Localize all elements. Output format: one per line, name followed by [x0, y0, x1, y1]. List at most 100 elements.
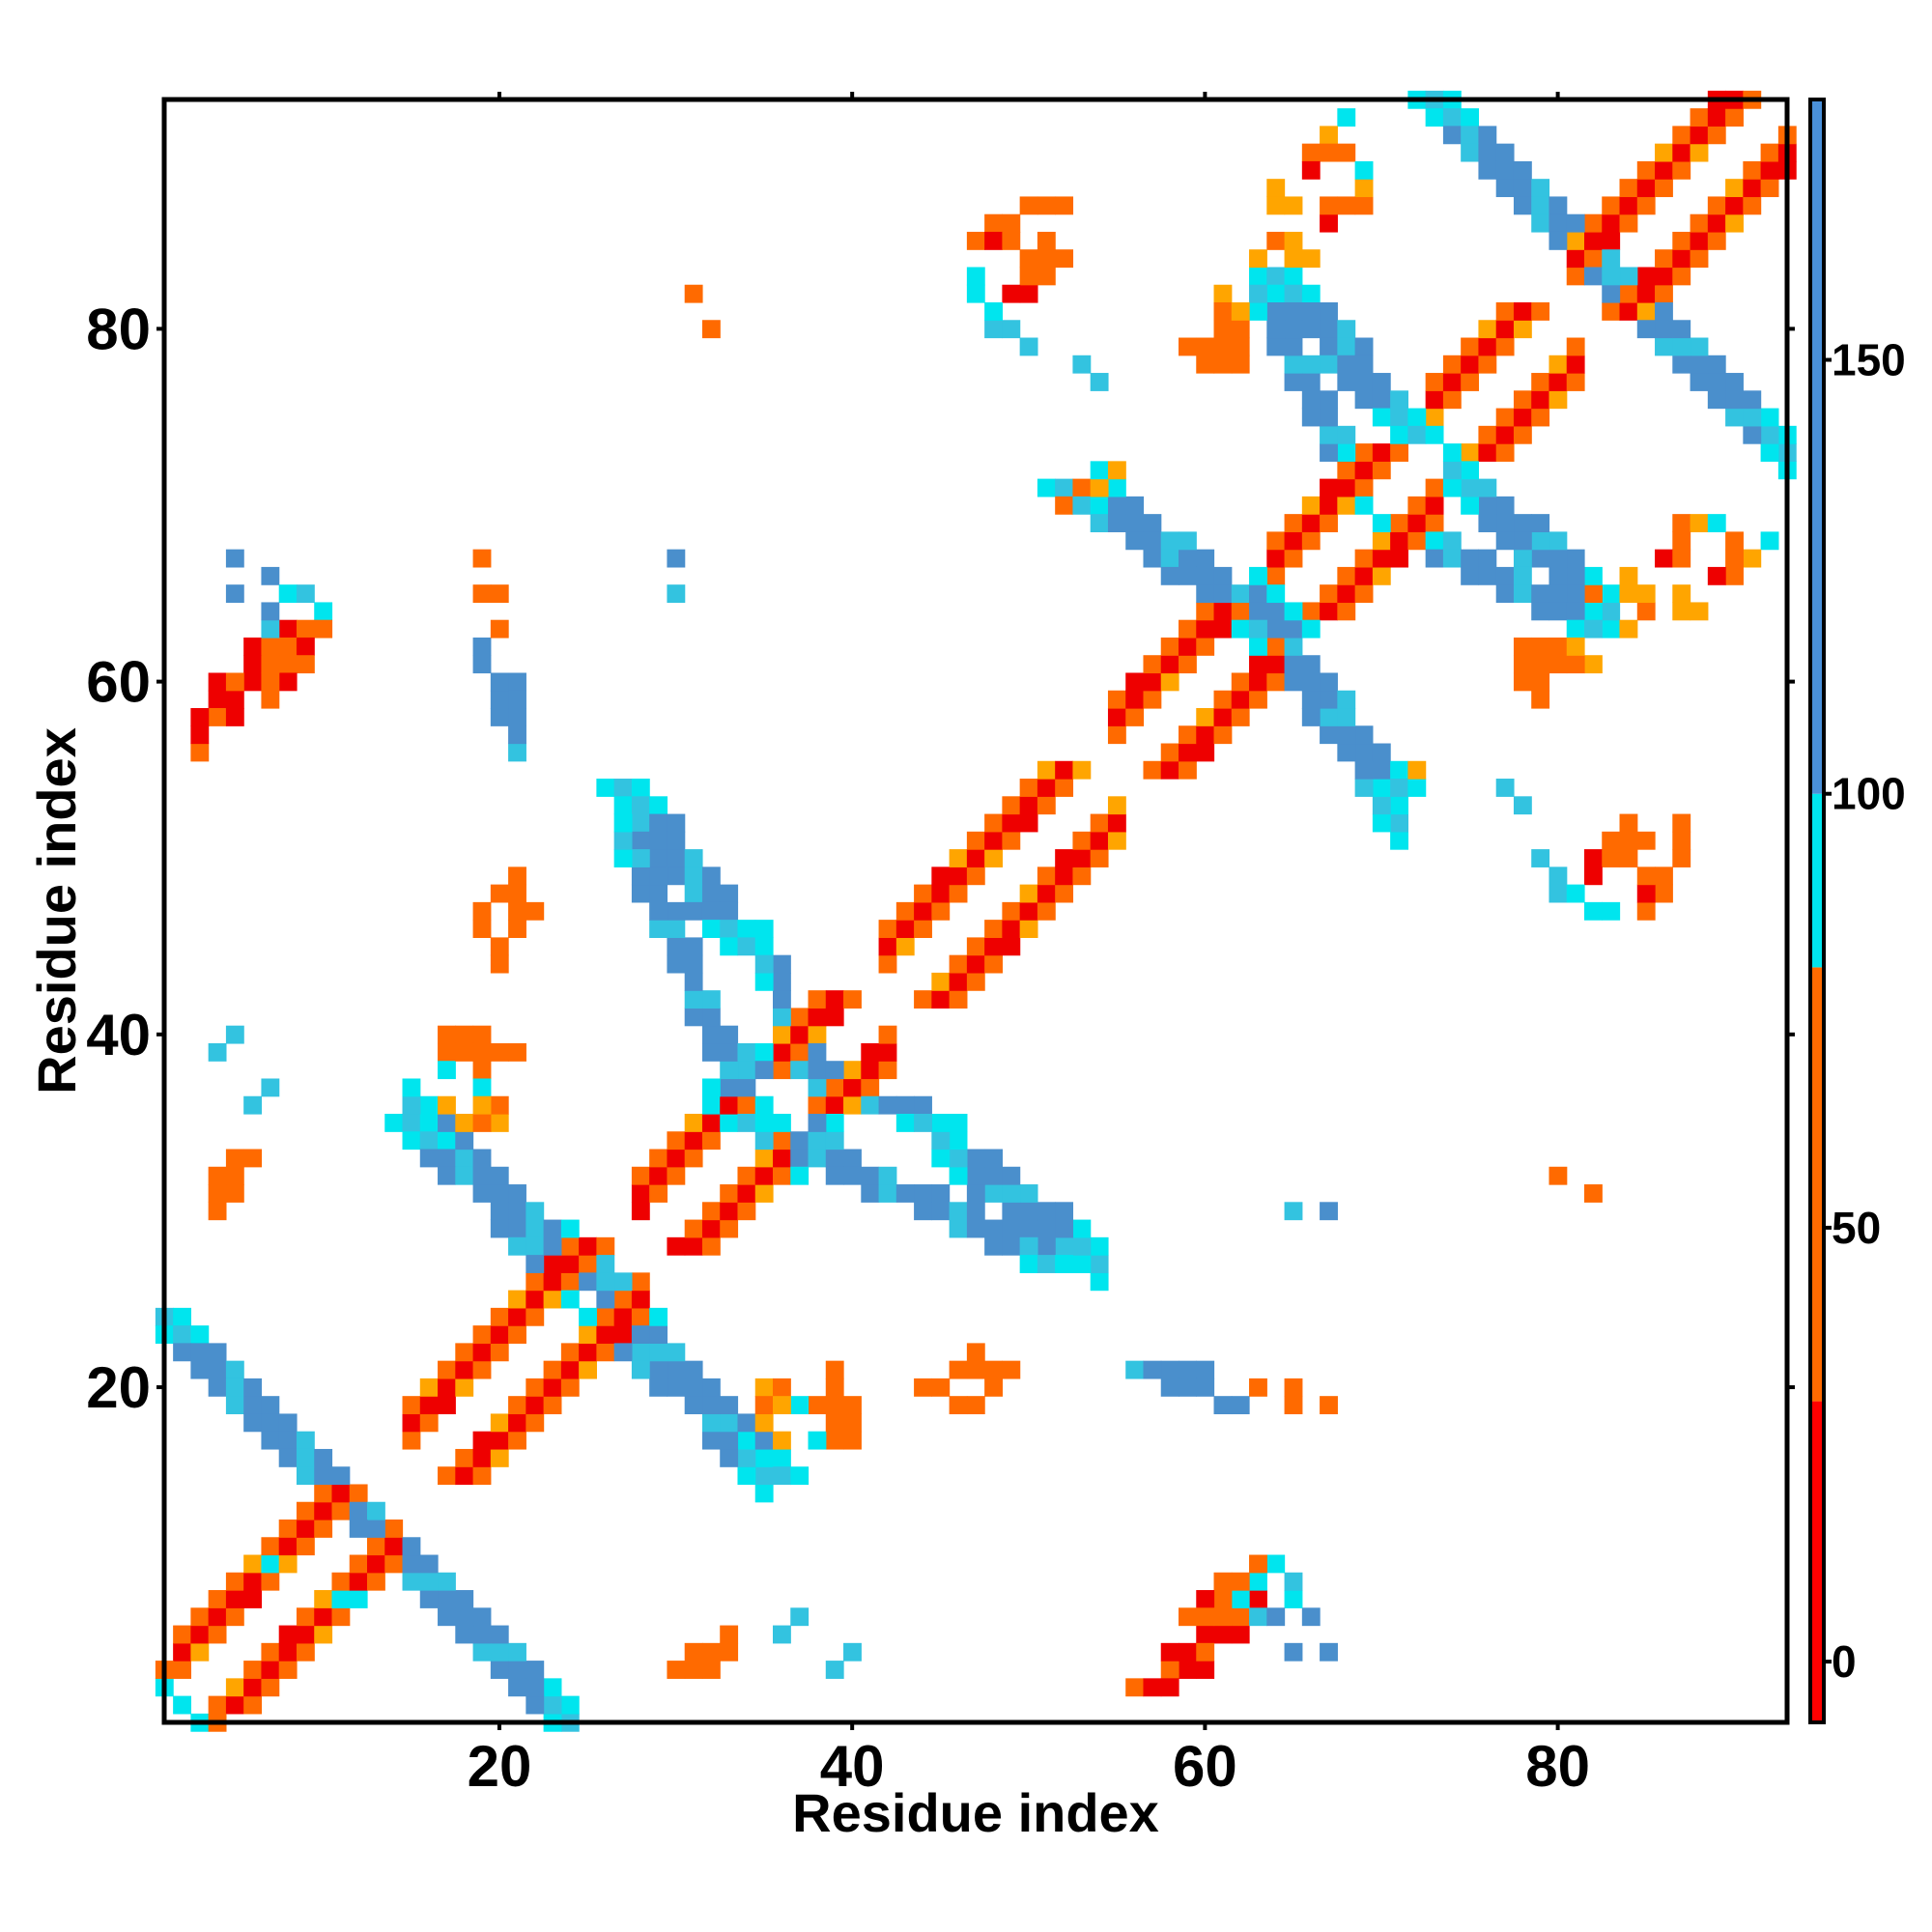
heatmap-cell: [278, 1520, 298, 1538]
x-tick-label: 80: [1525, 1734, 1590, 1799]
heatmap-cell: [720, 901, 739, 921]
colorbar-band: [1810, 1401, 1824, 1722]
heatmap-cell: [1107, 725, 1126, 745]
heatmap-cell: [225, 1695, 244, 1715]
heatmap-cell: [1249, 1607, 1267, 1627]
heatmap-cell: [984, 920, 1003, 938]
heatmap-cell: [225, 690, 244, 709]
heatmap-cell: [1266, 320, 1286, 339]
heatmap-cell: [701, 1114, 721, 1132]
heatmap-cell: [684, 937, 703, 956]
heatmap-cell: [1055, 849, 1074, 867]
heatmap-cell: [720, 1448, 739, 1467]
heatmap-cell: [1548, 637, 1568, 656]
heatmap-cell: [1266, 672, 1286, 692]
heatmap-cell: [419, 1590, 439, 1608]
heatmap-cell: [1213, 302, 1233, 321]
heatmap-cell: [1196, 1642, 1215, 1662]
heatmap-cell: [1690, 143, 1709, 162]
heatmap-cell: [1513, 425, 1532, 444]
heatmap-cell: [1372, 514, 1391, 532]
heatmap-cell: [931, 1184, 951, 1203]
heatmap-cell: [684, 1642, 703, 1662]
heatmap-cell: [579, 1236, 597, 1256]
heatmap-cell: [261, 1554, 280, 1574]
heatmap-cell: [1179, 1642, 1197, 1662]
y-tick-label: 80: [86, 297, 151, 361]
heatmap-cell: [1372, 373, 1391, 391]
heatmap-cell: [1425, 549, 1444, 568]
heatmap-cell: [878, 1025, 897, 1044]
heatmap-cell: [1584, 231, 1603, 250]
heatmap-cell: [790, 1607, 810, 1627]
heatmap-cell: [1513, 637, 1532, 656]
heatmap-cell: [208, 1042, 227, 1062]
heatmap-cell: [1337, 602, 1356, 621]
heatmap-cell: [1602, 849, 1621, 867]
heatmap-cell: [1390, 779, 1408, 797]
heatmap-cell: [472, 1025, 492, 1044]
heatmap-cell: [984, 954, 1003, 974]
heatmap-cell: [1266, 602, 1286, 621]
heatmap-cell: [296, 584, 315, 604]
heatmap-cell: [1320, 708, 1338, 726]
heatmap-cell: [402, 1554, 421, 1574]
heatmap-cell: [1284, 531, 1303, 551]
heatmap-cell: [208, 1360, 227, 1379]
heatmap-cell: [314, 1466, 333, 1486]
heatmap-cell: [508, 1307, 526, 1326]
heatmap-cell: [1513, 655, 1532, 674]
heatmap-cell: [1655, 179, 1673, 198]
heatmap-cell: [1320, 478, 1338, 497]
heatmap-cell: [1531, 514, 1550, 532]
heatmap-cell: [1002, 284, 1021, 303]
heatmap-cell: [1707, 196, 1726, 215]
heatmap-cell: [1495, 425, 1515, 444]
heatmap-cell: [1584, 584, 1603, 604]
heatmap-cell: [631, 1272, 650, 1292]
heatmap-cell: [1548, 1166, 1568, 1185]
heatmap-cell: [1407, 760, 1427, 780]
heatmap-cell: [596, 1343, 615, 1362]
heatmap-cell: [1090, 1236, 1109, 1256]
heatmap-cell: [1725, 179, 1744, 198]
heatmap-cell: [914, 884, 932, 903]
heatmap-cell: [1495, 496, 1515, 515]
heatmap-cell: [949, 1114, 968, 1132]
heatmap-cell: [1196, 1590, 1215, 1608]
colorbar-tick-label: 50: [1832, 1203, 1881, 1253]
heatmap-cell: [402, 1114, 421, 1132]
heatmap-cell: [1566, 249, 1585, 269]
heatmap-cell: [631, 1184, 650, 1203]
heatmap-cell: [278, 1413, 298, 1433]
heatmap-cell: [701, 1236, 721, 1256]
heatmap-cell: [1495, 160, 1515, 180]
heatmap-cell: [984, 849, 1003, 867]
heatmap-cell: [1602, 619, 1621, 639]
heatmap-cell: [1655, 249, 1673, 269]
heatmap-cell: [737, 1061, 756, 1080]
heatmap-cell: [1284, 637, 1303, 656]
heatmap-cell: [490, 1448, 509, 1467]
heatmap-cell: [331, 1572, 351, 1591]
heatmap-cell: [737, 1042, 756, 1062]
heatmap-cell: [1690, 337, 1709, 356]
heatmap-cell: [649, 920, 668, 938]
heatmap-cell: [261, 1678, 280, 1697]
heatmap-cell: [1107, 708, 1126, 726]
heatmap-cell: [966, 867, 985, 886]
heatmap-cell: [1002, 213, 1021, 233]
heatmap-cell: [931, 884, 951, 903]
heatmap-cell: [1107, 461, 1126, 480]
heatmap-cell: [1636, 901, 1656, 921]
heatmap-cell: [579, 1360, 597, 1379]
heatmap-cell: [1019, 337, 1038, 356]
heatmap-cell: [754, 1184, 774, 1203]
heatmap-cell: [1125, 514, 1145, 532]
heatmap-cell: [825, 1131, 844, 1151]
heatmap-cell: [1337, 425, 1356, 444]
heatmap-cell: [1584, 619, 1603, 639]
heatmap-cell: [1725, 566, 1744, 585]
heatmap-cell: [737, 1184, 756, 1203]
heatmap-cell: [1072, 496, 1092, 515]
